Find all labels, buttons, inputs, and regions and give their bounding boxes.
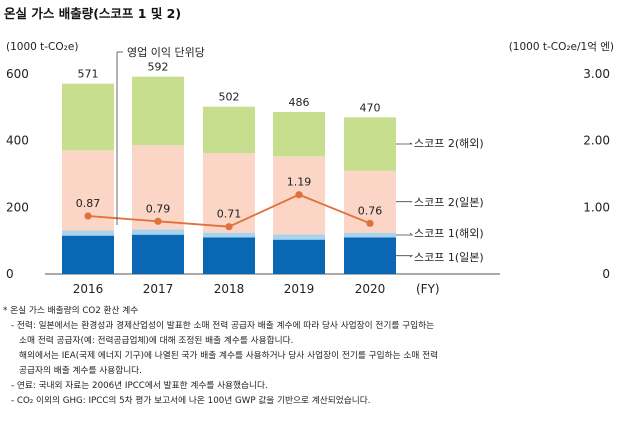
bar-group: [62, 76, 396, 274]
bar-segment-1: [273, 239, 325, 274]
right-tick-label: 0: [602, 267, 610, 281]
bar-segment-4: [344, 117, 396, 171]
left-tick-label: 0: [6, 267, 14, 281]
bar-segment-1: [62, 235, 114, 274]
bar-segment-2: [203, 232, 255, 238]
bar-segment-4: [273, 112, 325, 157]
bar-segment-4: [203, 106, 255, 154]
intensity-line-layer: 0.87 0.79 0.71 1.19 0.76: [76, 176, 383, 231]
bar-total-label: 470: [360, 101, 381, 114]
intensity-value-label: 0.79: [146, 202, 171, 215]
footnote-title: * 온실 가스 배출량의 CO2 환산 계수: [3, 306, 139, 316]
bar-segment-3: [132, 145, 184, 230]
bar-segment-1: [132, 234, 184, 274]
x-tick-label: 2020: [355, 282, 386, 296]
intensity-point: [295, 191, 303, 199]
legend-label: 스코프 2(일본): [414, 195, 484, 209]
right-tick-label: 3.00: [583, 67, 610, 81]
bar-total-label: 502: [219, 91, 240, 104]
left-axis-ticks: 0 200 400 600: [6, 67, 29, 281]
right-axis-unit: (1000 t-CO₂e/1억 엔): [509, 41, 614, 53]
bar-total-label: 592: [148, 61, 169, 74]
intensity-value-label: 0.76: [358, 204, 383, 217]
intensity-point: [154, 217, 162, 225]
left-axis-unit: (1000 t-CO₂e): [6, 41, 78, 53]
x-tick-label: 2018: [214, 282, 245, 296]
x-tick-label: 2019: [284, 282, 315, 296]
bar-segment-1: [344, 237, 396, 274]
x-axis-tick-labels: 2016 2017 2018 2019 2020: [73, 282, 386, 296]
bar-segment-4: [132, 76, 184, 146]
right-tick-label: 2.00: [583, 134, 610, 148]
footnote-electricity: - 전력: 일본에서는 환경성과 경제산업성이 발표한 소매 전력 공급자 배출…: [11, 321, 435, 331]
bar-segment-2: [344, 232, 396, 238]
chart-title: 온실 가스 배출량(스코프 1 및 2): [4, 6, 182, 21]
bar-total-labels: 571 592 502 486 470: [78, 61, 381, 115]
intensity-point: [225, 223, 233, 231]
footnote-fuel: - 연료: 국내외 자료는 2006년 IPCC에서 발표한 계수를 사용했습니…: [11, 381, 268, 391]
legend-leader-line: [396, 142, 413, 145]
legend-label: 스코프 1(일본): [414, 250, 484, 264]
right-tick-label: 1.00: [583, 200, 610, 214]
left-tick-label: 400: [6, 134, 29, 148]
intensity-point: [366, 219, 374, 227]
bar-segment-4: [62, 83, 114, 151]
footnotes: * 온실 가스 배출량의 CO2 환산 계수 - 전력: 일본에서는 환경성과 …: [3, 304, 615, 409]
x-tick-label: 2017: [143, 282, 174, 296]
legend-label: 스코프 2(해외): [414, 136, 484, 150]
x-tick-label: 2016: [73, 282, 104, 296]
footnote-non-co2: - CO₂ 이외의 GHG: IPCC의 5차 평가 보고서에 나온 100년 …: [11, 396, 371, 406]
right-axis-ticks: 0 1.00 2.00 3.00: [583, 67, 610, 281]
line-series-label: 영업 이익 단위당: [127, 46, 205, 59]
bar-segment-1: [203, 237, 255, 274]
bar-segment-3: [203, 153, 255, 233]
bar-segment-2: [62, 230, 114, 236]
bar-segment-2: [273, 234, 325, 240]
legend-label: 스코프 1(해외): [414, 226, 484, 240]
x-axis-unit: (FY): [416, 282, 440, 296]
intensity-value-label: 0.87: [76, 197, 101, 210]
footnote-overseas-cont: 공급자의 배출 계수를 사용합니다.: [19, 366, 142, 376]
left-tick-label: 200: [6, 200, 29, 214]
intensity-point: [84, 212, 92, 220]
left-tick-label: 600: [6, 67, 29, 81]
intensity-value-label: 0.71: [217, 208, 242, 221]
legend-leader-line: [396, 255, 414, 258]
emissions-chart: (1000 t-CO₂e) (1000 t-CO₂e/1억 엔) 0 200 400…: [6, 41, 614, 296]
footnote-electricity-cont: 소매 전력 공급자(예: 전력공급업체)에 대해 조정된 배출 계수를 사용합니…: [19, 336, 294, 346]
bar-total-label: 571: [78, 68, 99, 81]
bar-segment-2: [132, 229, 184, 235]
legend-leader-line: [396, 232, 413, 236]
footnote-overseas: 해외에서는 IEA(국제 에너지 기구)에 나열된 국가 배출 계수를 사용하거…: [19, 351, 439, 361]
intensity-value-label: 1.19: [287, 176, 312, 189]
bar-total-label: 486: [289, 96, 310, 109]
series-legend: 스코프 1(일본) 스코프 1(해외) 스코프 2(일본) 스코프 2(해외): [396, 136, 484, 264]
